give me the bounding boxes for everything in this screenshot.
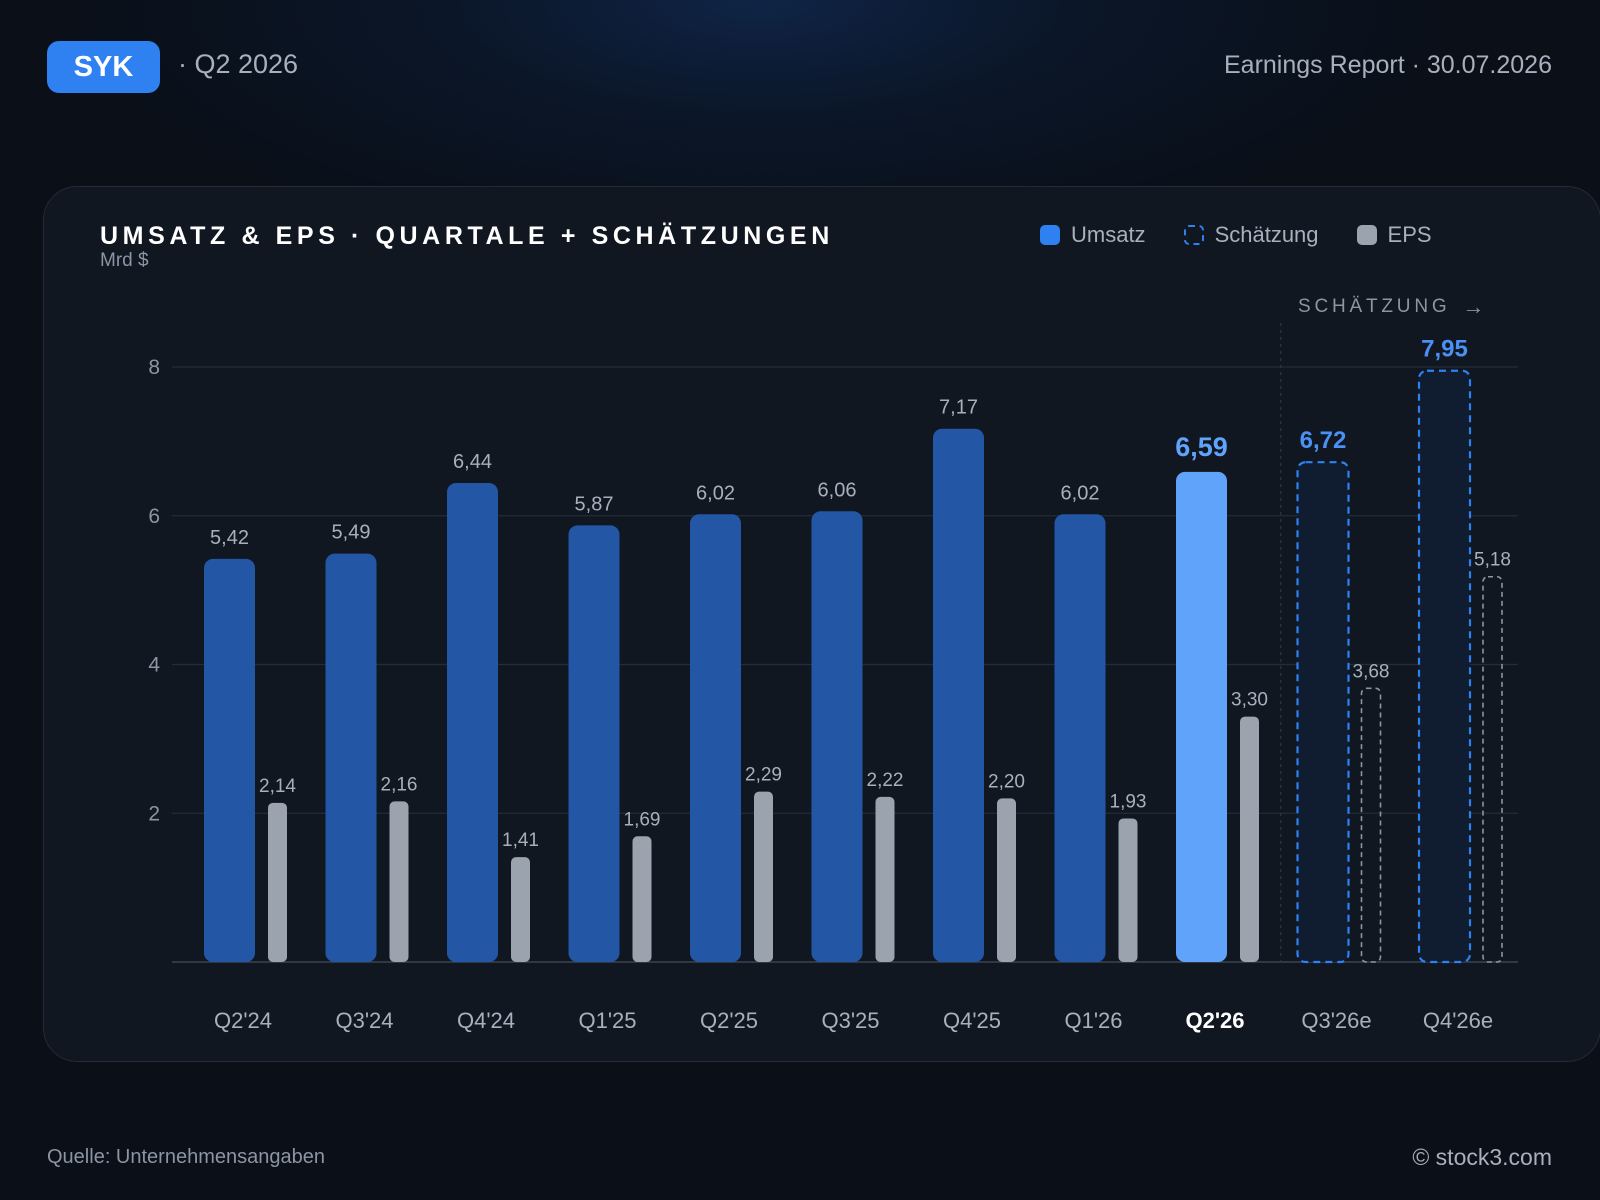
revenue-bar <box>204 558 255 962</box>
x-tick-label: Q1'25 <box>578 1008 636 1033</box>
revenue-value-label: 6,59 <box>1175 432 1228 462</box>
chart-title: UMSATZ & EPS · QUARTALE + SCHÄTZUNGEN <box>100 222 834 250</box>
report-date: Earnings Report · 30.07.2026 <box>1224 51 1552 79</box>
revenue-value-label: 6,02 <box>696 482 735 504</box>
revenue-value-label: 5,87 <box>575 493 614 515</box>
chart-legend: Umsatz Schätzung EPS <box>1040 222 1432 248</box>
eps-bar <box>511 857 530 962</box>
revenue-value-label: 7,95 <box>1421 336 1468 363</box>
eps-value-label: 1,41 <box>502 830 539 851</box>
eps-bar <box>268 802 287 962</box>
x-tick-label: Q4'24 <box>457 1008 515 1033</box>
x-tick-label: Q2'25 <box>700 1008 758 1033</box>
eps-swatch-icon <box>1356 225 1377 245</box>
eps-bar <box>997 798 1016 962</box>
revenue-estimate-bar <box>1296 461 1350 964</box>
revenue-bar <box>933 428 984 962</box>
chart-unit-label: Mrd $ <box>100 250 149 271</box>
x-tick-label: Q2'26 <box>1185 1008 1244 1033</box>
y-tick-label: 6 <box>148 505 160 528</box>
revenue-estimate-bar <box>1417 369 1472 964</box>
eps-bar <box>875 796 895 962</box>
x-tick-label: Q2'24 <box>214 1008 272 1033</box>
eps-bar <box>632 836 652 962</box>
ticker-badge: SYK <box>47 41 160 93</box>
legend-item-eps: EPS <box>1356 222 1432 248</box>
eps-value-label: 5,18 <box>1474 550 1511 571</box>
x-tick-label: Q3'26e <box>1301 1008 1371 1033</box>
x-tick-label: Q4'25 <box>943 1008 1001 1033</box>
legend-item-revenue: Umsatz <box>1040 222 1146 248</box>
eps-value-label: 1,69 <box>624 809 661 830</box>
estimate-section-label: SCHÄTZUNG <box>1298 296 1451 317</box>
revenue-value-label: 6,02 <box>1061 482 1100 504</box>
report-period: · Q2 2026 <box>178 49 299 79</box>
eps-value-label: 3,68 <box>1353 661 1390 682</box>
x-tick-label: Q4'26e <box>1423 1008 1493 1033</box>
legend-label-revenue: Umsatz <box>1071 222 1146 247</box>
revenue-bar <box>811 511 863 962</box>
revenue-value-label: 5,42 <box>210 527 249 549</box>
eps-estimate-bar <box>1482 575 1503 963</box>
legend-label-eps: EPS <box>1387 222 1432 247</box>
eps-bar <box>1118 818 1138 962</box>
revenue-value-label: 5,49 <box>332 522 371 544</box>
eps-estimate-bar <box>1360 687 1382 963</box>
arrow-right-icon: → <box>1462 294 1485 319</box>
x-tick-label: Q1'26 <box>1064 1008 1122 1033</box>
y-tick-label: 2 <box>148 802 160 825</box>
brand-footer: © stock3.com <box>1412 1144 1552 1170</box>
revenue-bar <box>568 525 620 962</box>
eps-value-label: 3,30 <box>1231 690 1268 711</box>
revenue-value-label: 6,06 <box>818 479 857 501</box>
revenue-bar <box>447 483 498 962</box>
legend-item-estimate: Schätzung <box>1183 222 1319 248</box>
eps-value-label: 2,22 <box>867 770 904 791</box>
eps-value-label: 2,16 <box>381 774 418 795</box>
eps-bar <box>1240 716 1259 962</box>
revenue-swatch-icon <box>1040 225 1060 245</box>
eps-value-label: 2,29 <box>745 765 782 786</box>
x-tick-label: Q3'25 <box>821 1008 879 1033</box>
revenue-value-label: 6,72 <box>1300 427 1347 454</box>
eps-value-label: 2,14 <box>259 776 296 797</box>
eps-value-label: 2,20 <box>988 771 1025 792</box>
source-note: Quelle: Unternehmensangaben <box>47 1146 325 1168</box>
revenue-bar <box>325 553 377 962</box>
revenue-bar <box>690 514 741 962</box>
estimate-swatch-icon <box>1183 225 1204 245</box>
y-tick-label: 8 <box>148 356 160 379</box>
eps-bar <box>754 791 773 962</box>
eps-value-label: 1,93 <box>1110 791 1147 812</box>
estimate-section-marker: SCHÄTZUNG → <box>1298 294 1484 320</box>
revenue-bar <box>1176 471 1227 962</box>
revenue-value-label: 7,17 <box>939 397 978 419</box>
eps-bar <box>389 801 409 962</box>
x-tick-label: Q3'24 <box>335 1008 393 1033</box>
revenue-bar <box>1054 514 1106 962</box>
y-tick-label: 4 <box>148 654 160 677</box>
legend-label-estimate: Schätzung <box>1214 222 1319 247</box>
revenue-value-label: 6,44 <box>453 451 492 473</box>
